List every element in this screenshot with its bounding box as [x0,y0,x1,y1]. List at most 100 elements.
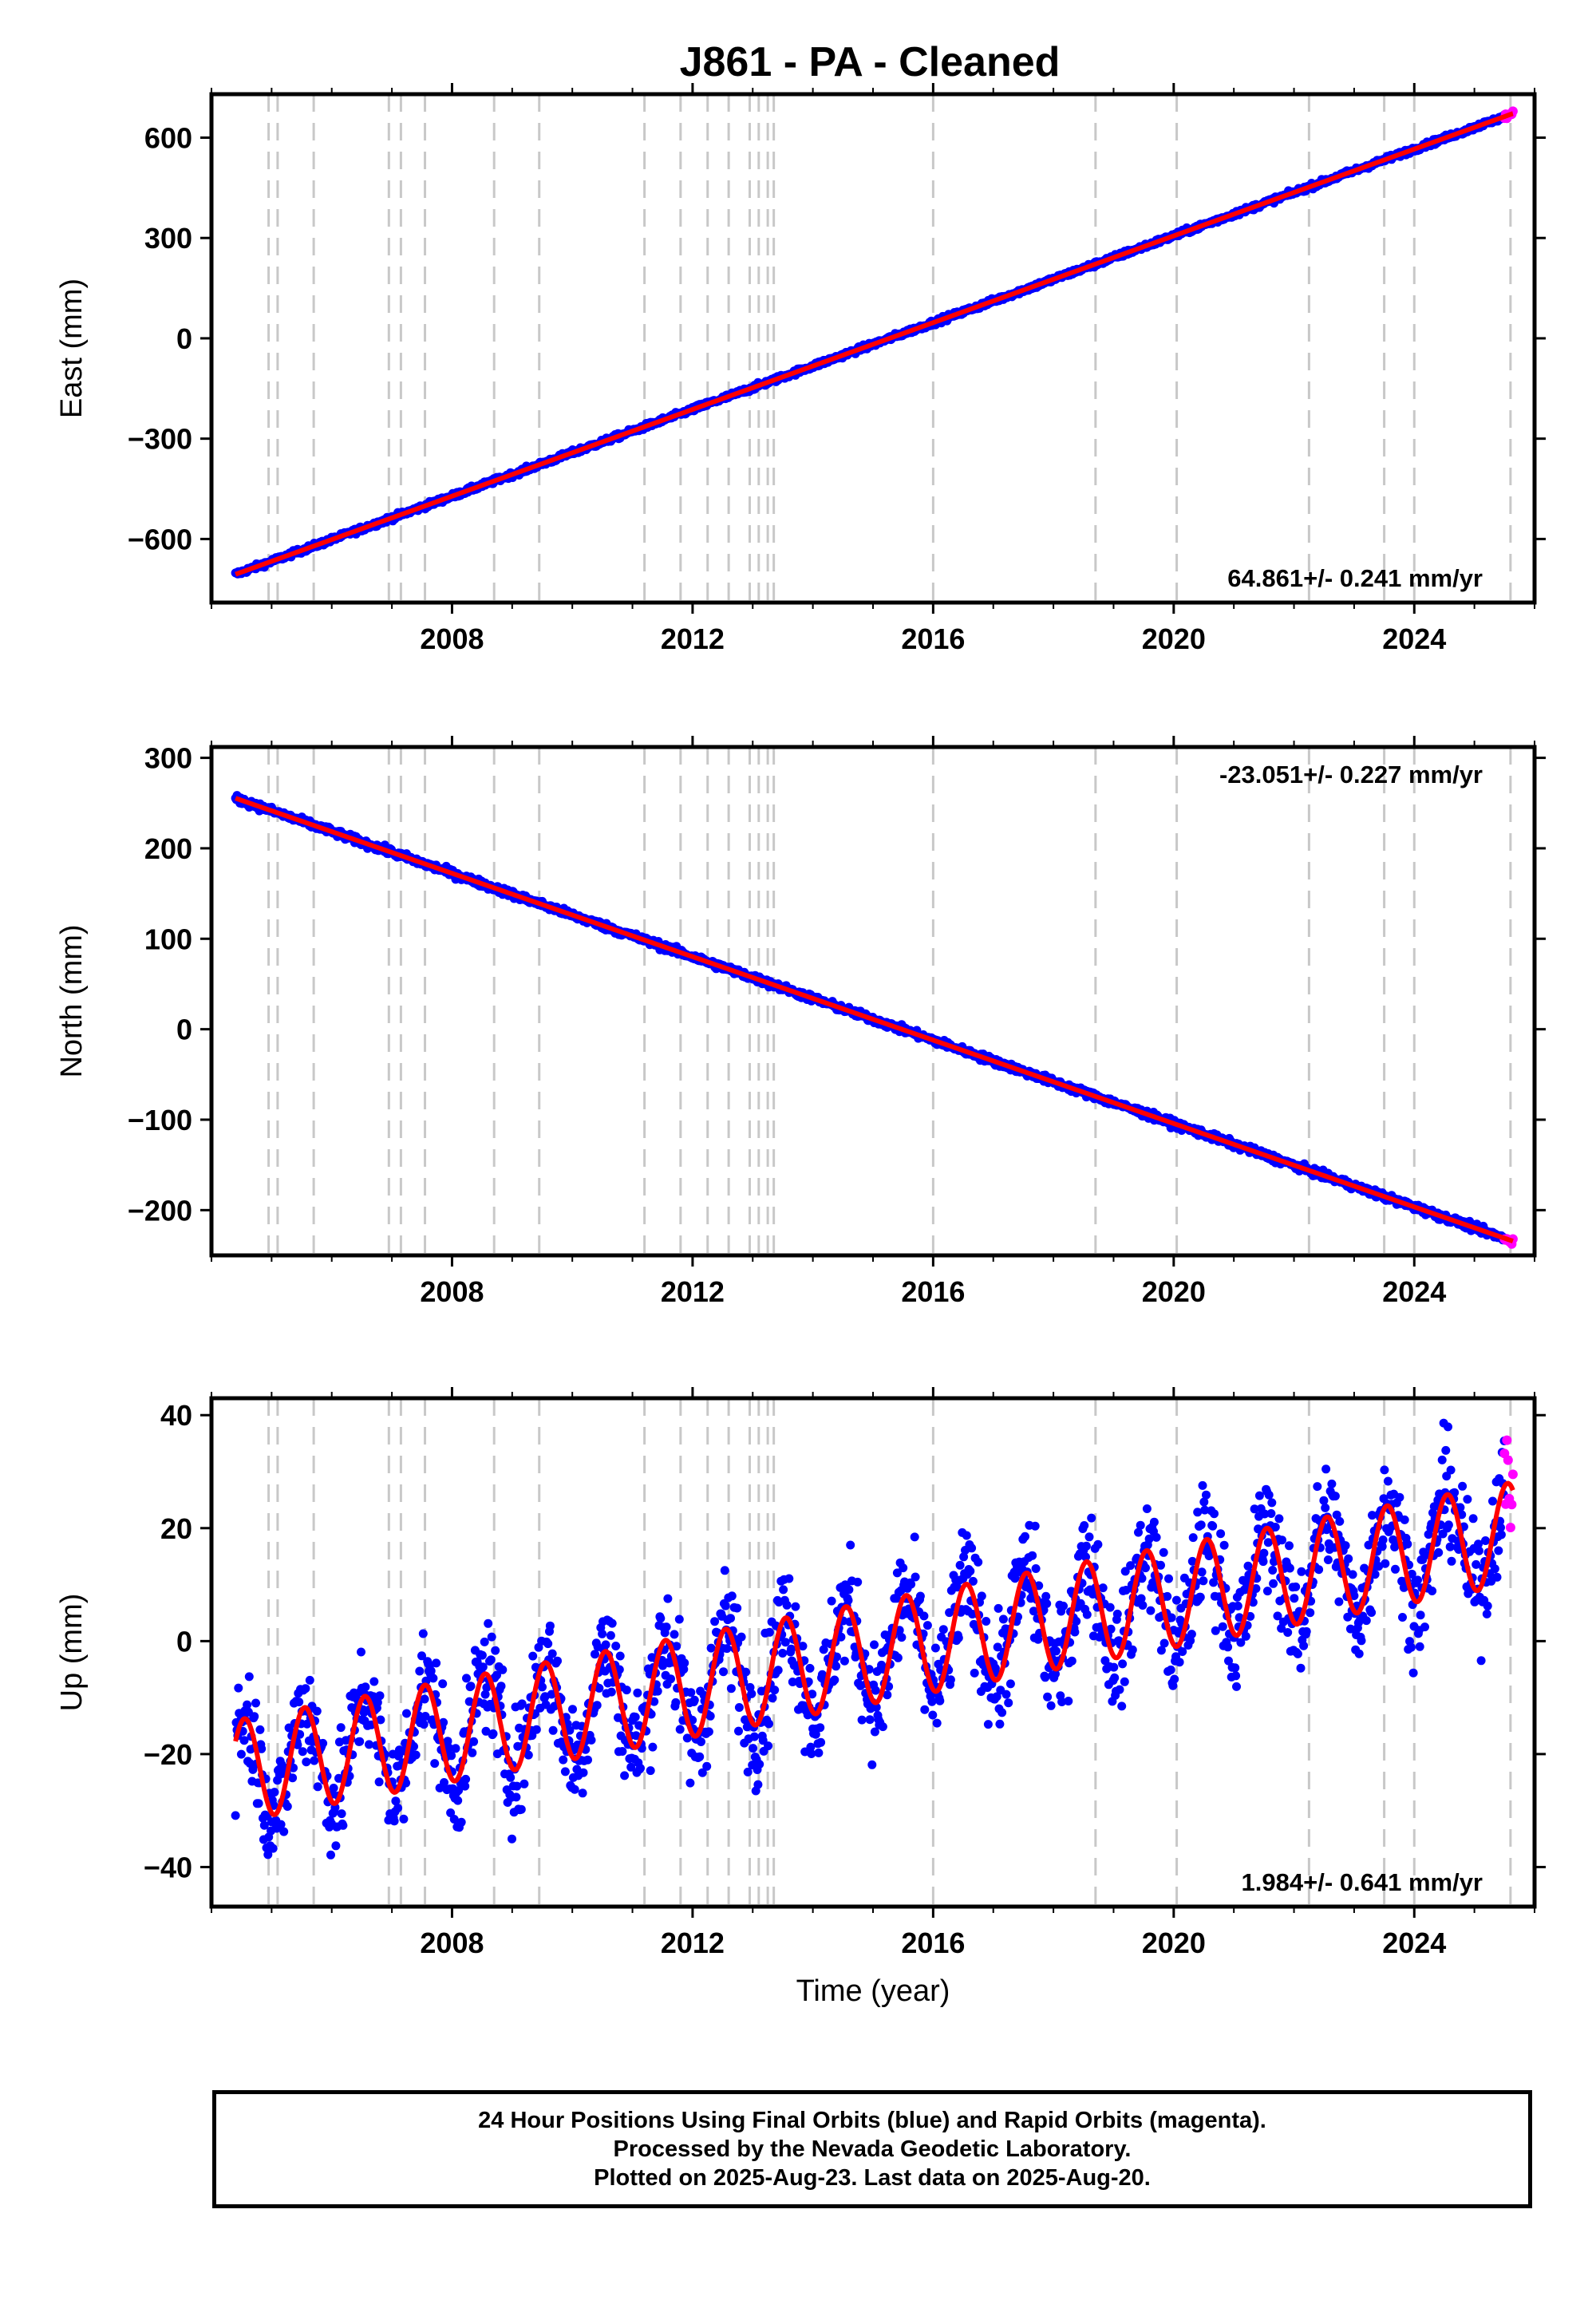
final-point [456,1817,466,1827]
final-point [231,1811,240,1820]
final-point [814,1748,824,1757]
final-point [764,1719,773,1729]
y-tick-label: 300 [144,742,192,775]
final-point [970,1668,979,1678]
final-point [915,1591,925,1601]
final-point [662,1622,671,1632]
final-point [1005,1679,1015,1689]
final-point [469,1737,479,1746]
final-point [710,1617,720,1626]
final-point [402,1709,411,1718]
final-point [331,1841,341,1851]
final-point [1093,1539,1103,1549]
final-point [726,1684,736,1694]
final-point [721,1601,730,1611]
final-point [1067,1656,1077,1666]
final-point [832,1662,841,1671]
final-point [374,1777,384,1787]
final-point [633,1688,642,1697]
final-point [1109,1662,1119,1672]
final-point [773,1666,783,1675]
final-point [778,1649,788,1658]
final-point [994,1603,1003,1613]
final-point [468,1748,477,1757]
final-point [545,1621,555,1630]
final-point [313,1782,322,1792]
final-point [294,1697,304,1707]
y-axis-label-east: East (mm) [55,279,89,418]
x-tick-label: 2016 [901,1275,965,1308]
final-point [656,1614,666,1623]
final-point [1059,1601,1068,1611]
final-point [399,1814,409,1824]
rate-label-north: -23.051+/- 0.227 mm/yr [1219,761,1483,788]
x-tick-label: 2024 [1382,1275,1446,1308]
final-point [301,1684,310,1694]
final-point [727,1591,737,1601]
final-point [630,1713,640,1721]
final-point [519,1779,529,1788]
y-tick-label: 0 [176,322,192,355]
final-point [998,1708,1007,1717]
final-point [477,1650,487,1660]
final-point [547,1649,557,1658]
final-point [920,1705,930,1714]
final-point [706,1643,716,1653]
panels-group: 2008 2012 2016 2020 2024−600−3000300600East … [55,83,1546,2008]
final-point [907,1579,916,1589]
final-point [967,1543,977,1553]
final-point [919,1611,929,1621]
final-point [846,1540,855,1550]
final-point [236,1749,246,1759]
y-tick-label: 600 [144,121,192,154]
final-point [255,1725,265,1734]
final-point [488,1729,498,1738]
final-point [962,1531,971,1540]
final-point [830,1675,839,1685]
final-point [250,1712,259,1721]
final-point [338,1820,348,1830]
y-tick-label: 300 [144,222,192,255]
final-point [787,1644,796,1654]
final-point [1046,1701,1056,1710]
final-point [461,1774,471,1784]
final-point [935,1696,945,1705]
final-point [1110,1673,1120,1682]
final-point [570,1784,579,1794]
final-point [737,1632,746,1642]
final-point [462,1674,471,1683]
final-point [928,1710,938,1720]
final-point [955,1560,965,1570]
final-point [491,1646,500,1655]
final-point [764,1627,774,1637]
y-tick-label: −200 [128,1194,192,1227]
final-point [310,1756,319,1765]
final-point [670,1630,679,1639]
final-point [1105,1603,1115,1612]
final-point [1030,1521,1040,1531]
final-point [430,1759,440,1769]
final-point [977,1591,986,1601]
y-tick-label: 200 [144,832,192,865]
final-point [1031,1564,1041,1573]
final-point [899,1563,908,1573]
final-point [1042,1599,1052,1608]
final-point [791,1602,800,1611]
final-point [496,1682,506,1691]
final-point [954,1633,963,1642]
final-point [870,1640,879,1650]
final-point [674,1614,684,1624]
final-point [722,1644,732,1654]
final-point [648,1742,658,1752]
final-point [487,1632,496,1642]
final-point [878,1722,887,1732]
final-point [1087,1513,1096,1523]
final-point [1084,1532,1094,1542]
final-point [484,1618,493,1628]
final-point [389,1816,399,1826]
final-point [653,1686,662,1696]
final-point [620,1771,630,1780]
final-point [451,1744,460,1753]
panel-east: 2008 2012 2016 2020 2024−600−3000300600East … [55,83,1546,655]
final-point [607,1618,617,1628]
